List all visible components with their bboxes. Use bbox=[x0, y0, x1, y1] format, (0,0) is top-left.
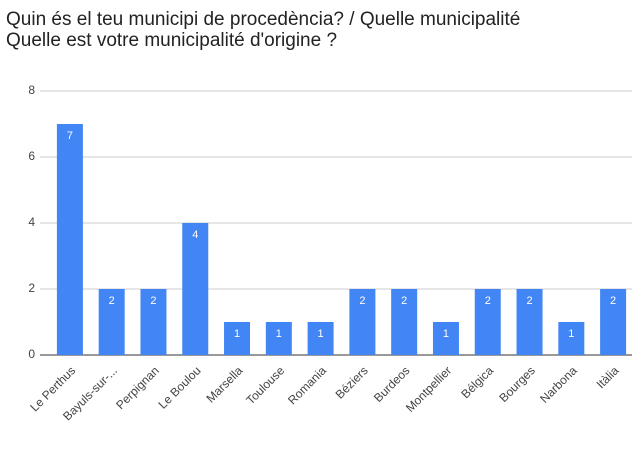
bar bbox=[265, 322, 292, 355]
bar bbox=[516, 289, 543, 355]
data-label: 2 bbox=[610, 295, 616, 307]
x-tick-label: Perpignan bbox=[113, 363, 162, 412]
data-label: 2 bbox=[150, 295, 156, 307]
data-label: 4 bbox=[192, 229, 198, 241]
bar bbox=[432, 322, 459, 355]
data-label: 1 bbox=[234, 328, 240, 340]
y-tick-label: 2 bbox=[28, 281, 35, 295]
bar bbox=[349, 289, 376, 355]
bar bbox=[600, 289, 627, 355]
bar bbox=[140, 289, 167, 355]
data-label: 1 bbox=[276, 328, 282, 340]
x-tick-label: Montpellier bbox=[403, 363, 454, 414]
bar bbox=[474, 289, 501, 355]
data-label: 2 bbox=[485, 295, 491, 307]
x-tick-label: Narbona bbox=[537, 363, 580, 406]
data-label: 1 bbox=[318, 328, 324, 340]
x-tick-label: Le Boulou bbox=[155, 363, 203, 411]
data-label: 2 bbox=[109, 295, 115, 307]
x-tick-label: Bélgica bbox=[458, 363, 496, 401]
chart-title: Quin és el teu municipi de procedència? … bbox=[6, 9, 520, 30]
data-label: 2 bbox=[401, 295, 407, 307]
x-tick-label: Itàlia bbox=[594, 363, 622, 391]
bar bbox=[391, 289, 418, 355]
x-tick-label: Bourges bbox=[496, 363, 538, 405]
bar bbox=[558, 322, 585, 355]
x-tick-label: Béziers bbox=[333, 363, 371, 401]
data-label: 7 bbox=[67, 130, 73, 142]
data-label: 2 bbox=[359, 295, 365, 307]
bar bbox=[307, 322, 334, 355]
data-label: 1 bbox=[443, 328, 449, 340]
y-tick-label: 4 bbox=[28, 215, 35, 229]
bar bbox=[98, 289, 125, 355]
data-label: 2 bbox=[526, 295, 532, 307]
bar bbox=[224, 322, 251, 355]
bar bbox=[56, 124, 83, 355]
x-tick-label: Toulouse bbox=[243, 363, 287, 407]
chart-title: Quelle est votre municipalité d'origine … bbox=[6, 30, 337, 51]
y-tick-label: 6 bbox=[28, 149, 35, 163]
y-tick-label: 8 bbox=[28, 83, 35, 97]
data-label: 1 bbox=[568, 328, 574, 340]
x-tick-label: Romania bbox=[285, 363, 329, 407]
y-tick-label: 0 bbox=[28, 347, 35, 361]
x-tick-label: Burdeos bbox=[371, 363, 413, 405]
bar bbox=[182, 223, 209, 355]
x-tick-label: Marsella bbox=[203, 363, 245, 405]
